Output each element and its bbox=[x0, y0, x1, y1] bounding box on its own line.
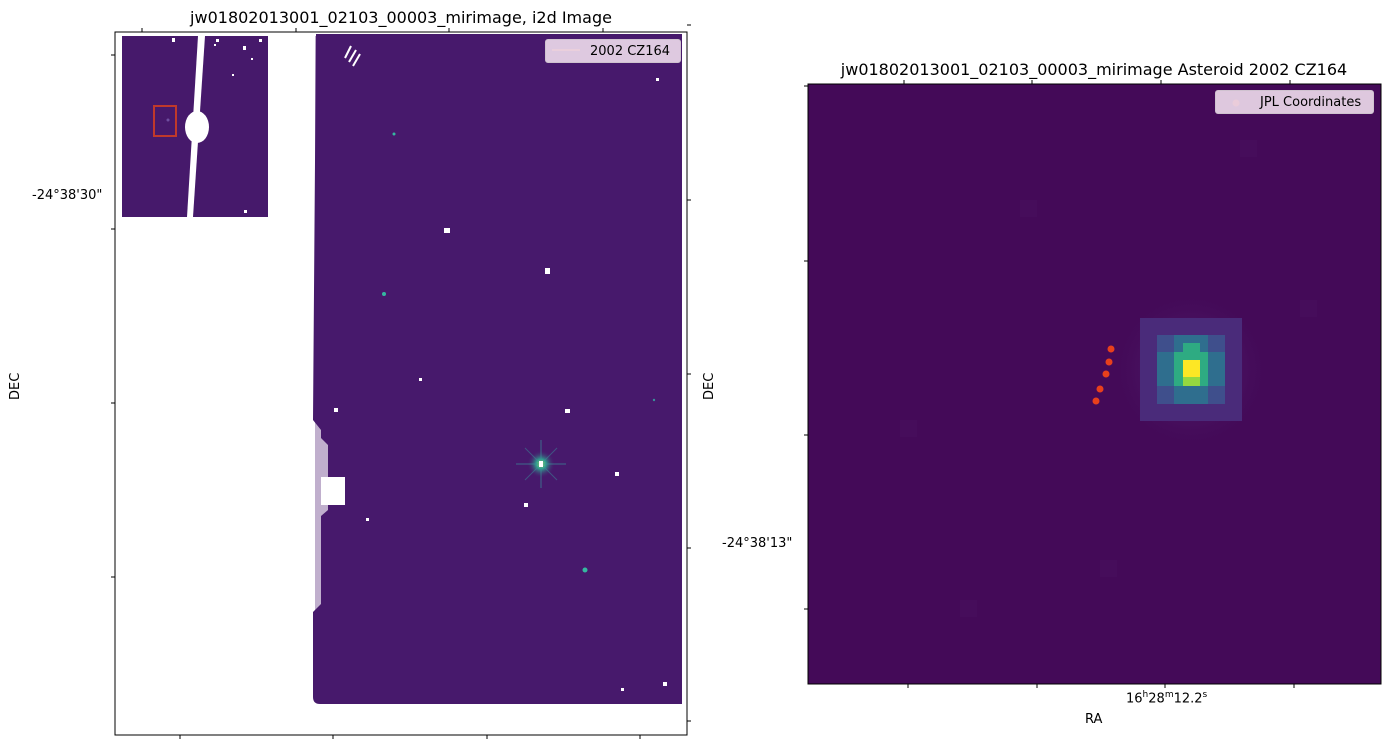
left-plot-title: jw01802013001_02103_00003_mirimage, i2d … bbox=[190, 8, 612, 27]
left-ticks bbox=[111, 24, 691, 739]
inset-field-right bbox=[193, 36, 268, 217]
jpl-point bbox=[1107, 345, 1115, 353]
left-image-field bbox=[313, 34, 682, 704]
ra-s-unit: s bbox=[1202, 690, 1208, 700]
inset-highlight-box bbox=[153, 105, 177, 137]
jpl-coordinate-points bbox=[1092, 345, 1115, 405]
right-legend-label: JPL Coordinates bbox=[1260, 94, 1362, 110]
left-legend: 2002 CZ164 bbox=[545, 39, 681, 63]
left-y-tick-label: -24°38'30" bbox=[32, 188, 103, 203]
jpl-point bbox=[1092, 397, 1100, 405]
right-legend: JPL Coordinates bbox=[1215, 90, 1374, 114]
inset-hole bbox=[185, 111, 209, 143]
right-y-axis-label: DEC bbox=[702, 372, 717, 400]
left-legend-label: 2002 CZ164 bbox=[590, 43, 671, 59]
right-plot-title: jw01802013001_02103_00003_mirimage Aster… bbox=[840, 60, 1348, 79]
left-artifacts bbox=[334, 45, 667, 725]
asteroid-blob bbox=[1140, 318, 1242, 421]
ra-m-unit: m bbox=[1164, 690, 1174, 700]
right-x-tick-label: 16h28m12.2s bbox=[1126, 690, 1207, 706]
left-plot-panel bbox=[111, 24, 691, 739]
right-ticks bbox=[804, 80, 1295, 688]
left-field-notch bbox=[321, 477, 345, 505]
left-field-texture bbox=[315, 36, 681, 700]
jpl-point bbox=[1105, 358, 1113, 366]
left-stars bbox=[382, 132, 656, 573]
right-plot-panel bbox=[804, 80, 1382, 688]
right-pixel-texture bbox=[900, 140, 1317, 617]
ra-h-unit: h bbox=[1142, 690, 1149, 700]
inset-artifacts bbox=[172, 38, 262, 213]
ra-minutes: 28 bbox=[1148, 691, 1165, 707]
left-inset bbox=[122, 36, 268, 217]
right-plot-frame bbox=[807, 83, 1382, 685]
inset-field-left bbox=[122, 36, 198, 217]
left-y-axis-label: DEC bbox=[8, 372, 23, 400]
right-x-axis-label: RA bbox=[1085, 712, 1103, 727]
jpl-point bbox=[1096, 385, 1104, 393]
jpl-point bbox=[1102, 370, 1110, 378]
inset-target bbox=[166, 118, 170, 122]
right-y-tick-label: -24°38'13" bbox=[722, 536, 793, 551]
ra-hours: 16 bbox=[1126, 691, 1143, 707]
ra-seconds: 12.2 bbox=[1173, 691, 1203, 707]
